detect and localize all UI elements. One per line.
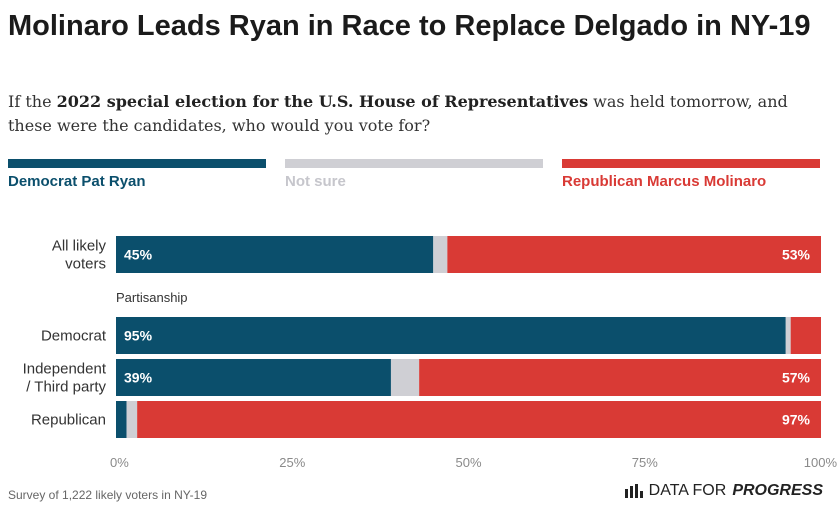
category-label: All likely voters — [52, 238, 107, 273]
legend-label-molinaro: Republican Marcus Molinaro — [562, 173, 767, 190]
data-label: 95% — [124, 328, 153, 344]
data-label: 45% — [124, 247, 153, 263]
category-label: Democrat — [41, 328, 107, 345]
subtitle-pre: If the — [8, 92, 57, 111]
x-tick-label: 50% — [455, 455, 481, 470]
legend-swatch-molinaro — [562, 159, 820, 168]
x-tick-label: 100% — [804, 455, 838, 470]
x-tick-label: 75% — [632, 455, 658, 470]
bar-segment-molinaro — [419, 359, 821, 396]
chart-title: Molinaro Leads Ryan in Race to Replace D… — [8, 10, 811, 42]
group-label: Partisanship — [116, 290, 188, 305]
x-tick-label: 0% — [110, 455, 129, 470]
survey-note: Survey of 1,222 likely voters in NY-19 — [8, 488, 207, 502]
bar-segment-ryan — [116, 317, 786, 354]
brand-text: DATA FOR — [648, 482, 727, 499]
legend-label-ryan: Democrat Pat Ryan — [8, 173, 146, 190]
data-label: 97% — [782, 412, 811, 428]
subtitle-emphasis: 2022 special election for the U.S. House… — [56, 92, 589, 111]
chart-subtitle: If the 2022 special election for the U.S… — [8, 90, 828, 138]
data-label: 57% — [782, 370, 811, 386]
bar-segment-not-sure — [390, 359, 420, 396]
bar-segment-not-sure — [785, 317, 791, 354]
bar-chart-icon — [624, 484, 643, 498]
bar-segment-molinaro — [447, 236, 821, 273]
brand-logo: DATA FOR PROGRESS — [624, 482, 823, 500]
bar-segment-molinaro — [137, 401, 821, 438]
bar-segment-ryan — [116, 236, 434, 273]
bar-segment-ryan — [116, 401, 127, 438]
data-label: 53% — [782, 247, 811, 263]
category-label: Independent / Third party — [23, 361, 107, 396]
bar-segment-not-sure — [433, 236, 448, 273]
brand-text-emphasis: PROGRESS — [732, 482, 823, 499]
bar-segment-not-sure — [126, 401, 138, 438]
subtitle-post: was held tomorrow, and these were the ca… — [8, 92, 788, 135]
legend-label-not-sure: Not sure — [285, 173, 346, 190]
category-label: Republican — [31, 412, 106, 429]
bar-segment-ryan — [116, 359, 391, 396]
legend-swatch-ryan — [8, 159, 266, 168]
x-tick-label: 25% — [279, 455, 305, 470]
legend-swatch-not-sure — [285, 159, 543, 168]
data-label: 39% — [124, 370, 153, 386]
bar-segment-molinaro — [790, 317, 821, 354]
